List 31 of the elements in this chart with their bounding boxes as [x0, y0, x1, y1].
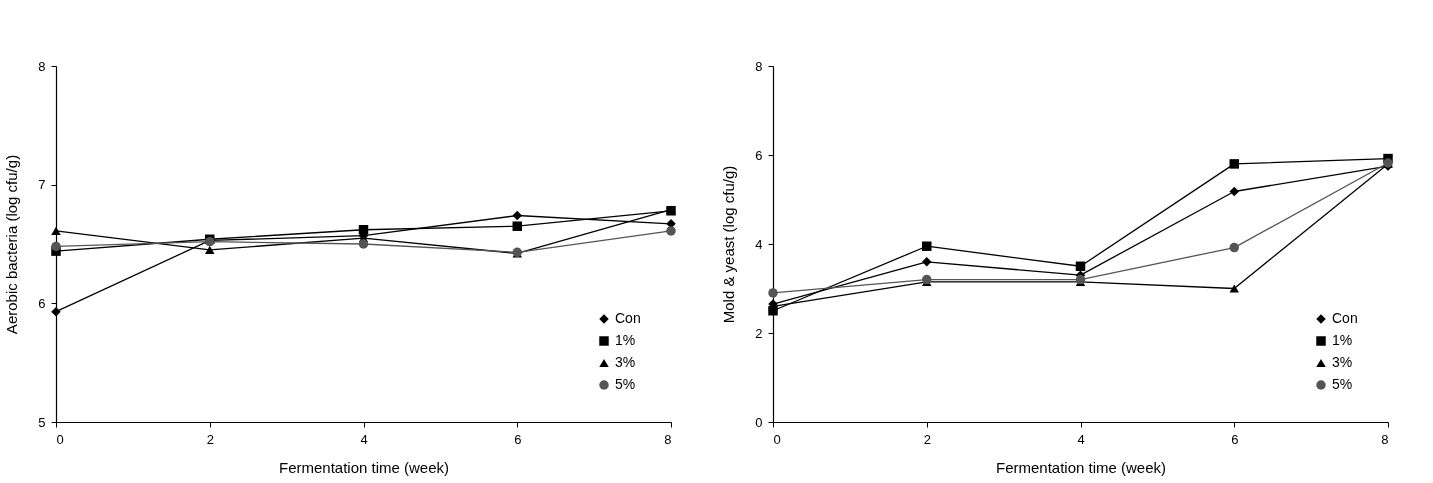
x-tick-label: 2	[923, 431, 931, 447]
legend-label: 5%	[1332, 376, 1353, 392]
legend-label: Con	[1332, 310, 1358, 326]
legend-label: 3%	[615, 354, 636, 370]
x-tick-label: 0	[56, 431, 64, 447]
legend-label: 1%	[615, 332, 636, 348]
y-tick-label: 6	[38, 295, 46, 311]
y-tick-label: 4	[755, 236, 763, 252]
y-tick-label: 8	[755, 58, 763, 74]
legend-label: 1%	[1332, 332, 1353, 348]
y-axis-title: Mold & yeast (log cfu/g)	[720, 165, 738, 324]
y-tick-label: 6	[755, 147, 763, 163]
x-tick-label: 2	[206, 431, 214, 447]
x-axis-title: Fermentation time (week)	[995, 458, 1167, 476]
y-tick-label: 7	[38, 177, 46, 193]
x-tick-label: 8	[1381, 431, 1389, 447]
legend-label: Con	[615, 310, 641, 326]
x-tick-label: 6	[1231, 431, 1239, 447]
legend-label: 3%	[1332, 354, 1353, 370]
x-tick-label: 4	[360, 431, 368, 447]
x-tick-label: 0	[773, 431, 781, 447]
x-tick-label: 8	[664, 431, 672, 447]
y-tick-label: 2	[755, 325, 763, 341]
x-tick-label: 4	[1077, 431, 1085, 447]
x-tick-label: 6	[514, 431, 522, 447]
y-tick-label: 0	[755, 414, 763, 430]
y-tick-label: 5	[38, 414, 46, 430]
legend-label: 5%	[615, 376, 636, 392]
y-tick-label: 8	[38, 58, 46, 74]
x-axis-title: Fermentation time (week)	[278, 458, 450, 476]
y-axis-title: Aerobic bacteria (log cfu/g)	[3, 154, 21, 335]
